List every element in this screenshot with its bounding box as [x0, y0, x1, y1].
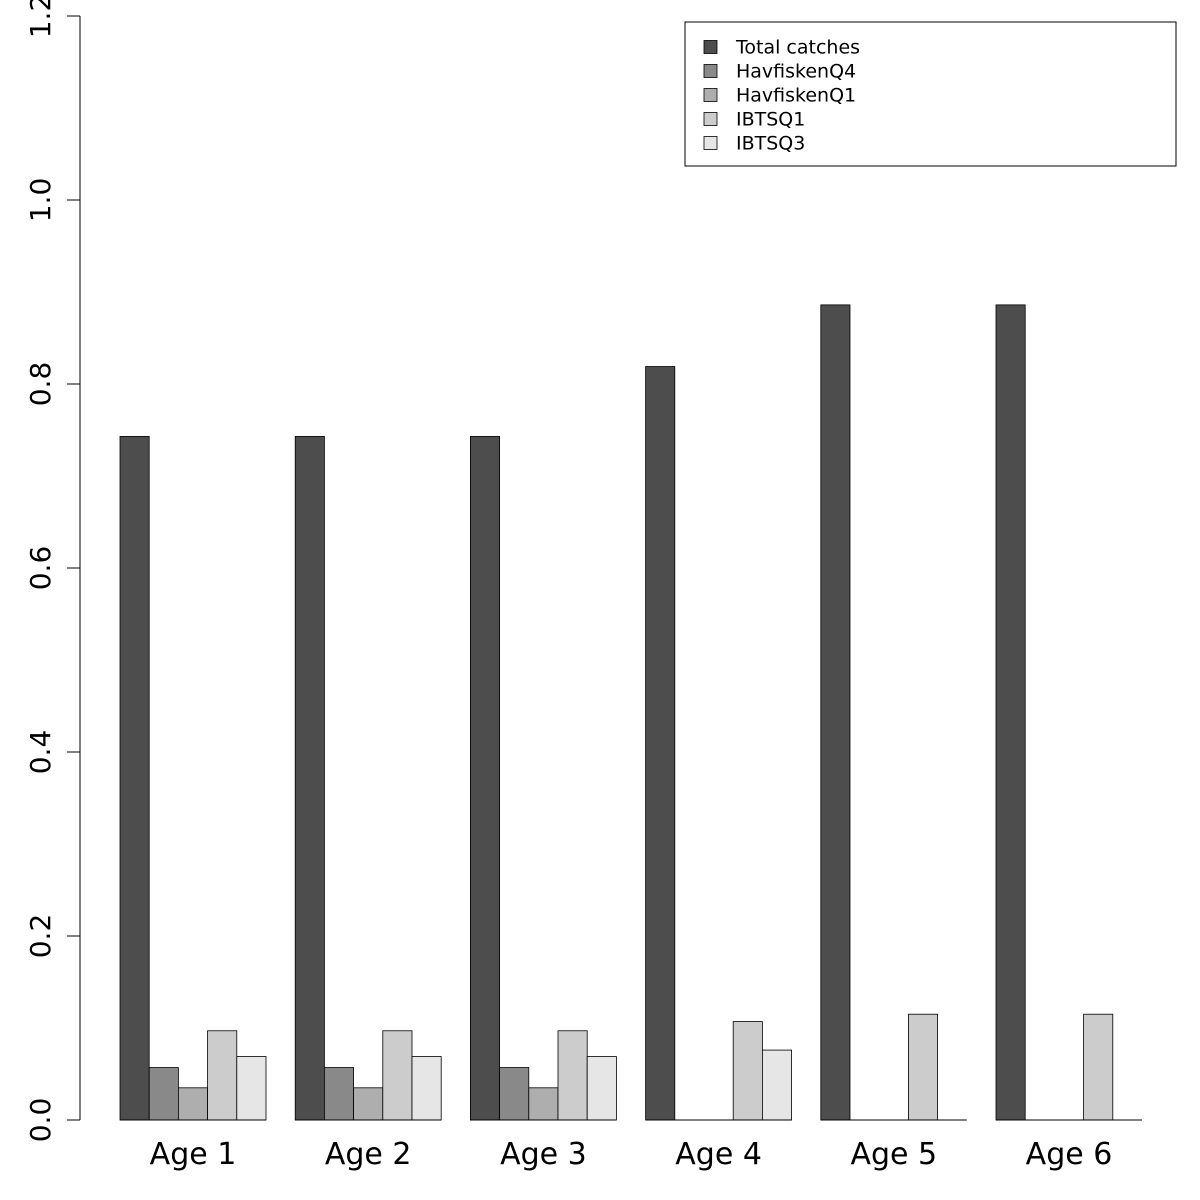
- x-tick-label: Age 2: [325, 1137, 412, 1172]
- bar: [557, 1030, 588, 1121]
- legend-item: IBTSQ3: [703, 133, 805, 155]
- legend-item: IBTSQ1: [703, 109, 805, 131]
- bar: [908, 1013, 939, 1121]
- legend-item: HavfiskenQ4: [703, 61, 856, 83]
- x-tick-label: Age 4: [675, 1137, 762, 1172]
- bar: [469, 436, 500, 1121]
- legend-label: IBTSQ1: [736, 109, 805, 131]
- bar: [353, 1087, 384, 1121]
- bar: [119, 436, 150, 1121]
- y-tick-label: 0.2: [24, 914, 57, 959]
- bar: [207, 1030, 238, 1121]
- legend-label: HavfiskenQ4: [736, 61, 856, 83]
- legend-swatch: [703, 64, 718, 78]
- bar: [323, 1067, 354, 1121]
- bar-groups: [119, 304, 1142, 1121]
- legend-label: Total catches: [735, 37, 860, 59]
- y-tick-label: 0.0: [24, 1098, 57, 1143]
- bar: [382, 1030, 413, 1121]
- bar: [499, 1067, 530, 1121]
- bar: [148, 1067, 179, 1121]
- bar: [820, 304, 851, 1121]
- bar: [177, 1087, 208, 1121]
- bar-group: [645, 366, 793, 1121]
- y-tick-label: 0.6: [24, 546, 57, 591]
- bar: [294, 436, 325, 1121]
- bar: [645, 366, 676, 1121]
- bar-group: [995, 304, 1142, 1121]
- bar-group: [820, 304, 967, 1121]
- bar: [528, 1087, 559, 1121]
- bar: [995, 304, 1026, 1121]
- legend-label: HavfiskenQ1: [736, 85, 856, 107]
- legend-swatch: [703, 136, 718, 150]
- bar: [732, 1021, 763, 1121]
- x-axis: Age 1 Age 2 Age 3 Age 4 Age 5 Age 6: [150, 1137, 1113, 1172]
- bar: [236, 1056, 267, 1121]
- bar: [586, 1056, 617, 1121]
- legend-label: IBTSQ3: [736, 133, 805, 155]
- y-tick-label: 0.8: [24, 362, 57, 407]
- legend-swatch: [703, 40, 718, 54]
- bar-group: [119, 436, 267, 1121]
- bar: [762, 1049, 793, 1121]
- legend-item: Total catches: [703, 37, 860, 59]
- x-tick-label: Age 1: [150, 1137, 237, 1172]
- bar-group: [469, 436, 617, 1121]
- legend-item: HavfiskenQ1: [703, 85, 856, 107]
- legend-box: [684, 21, 1177, 167]
- y-tick-label: 0.4: [24, 730, 57, 775]
- bar-group: [294, 436, 442, 1121]
- y-tick-label: 1.0: [24, 178, 57, 223]
- x-tick-label: Age 3: [500, 1137, 587, 1172]
- legend: Total catchesHavfiskenQ4HavfiskenQ1IBTSQ…: [684, 21, 1177, 167]
- legend-swatch: [703, 88, 718, 102]
- legend-swatch: [703, 112, 718, 126]
- y-axis: 0.0 0.2 0.4 0.6 0.8 1.0 1.2: [24, 0, 81, 1143]
- y-tick-label: 1.2: [24, 0, 57, 38]
- bar: [1083, 1013, 1114, 1121]
- bar: [411, 1056, 442, 1121]
- x-tick-label: Age 6: [1026, 1137, 1113, 1172]
- x-tick-label: Age 5: [850, 1137, 937, 1172]
